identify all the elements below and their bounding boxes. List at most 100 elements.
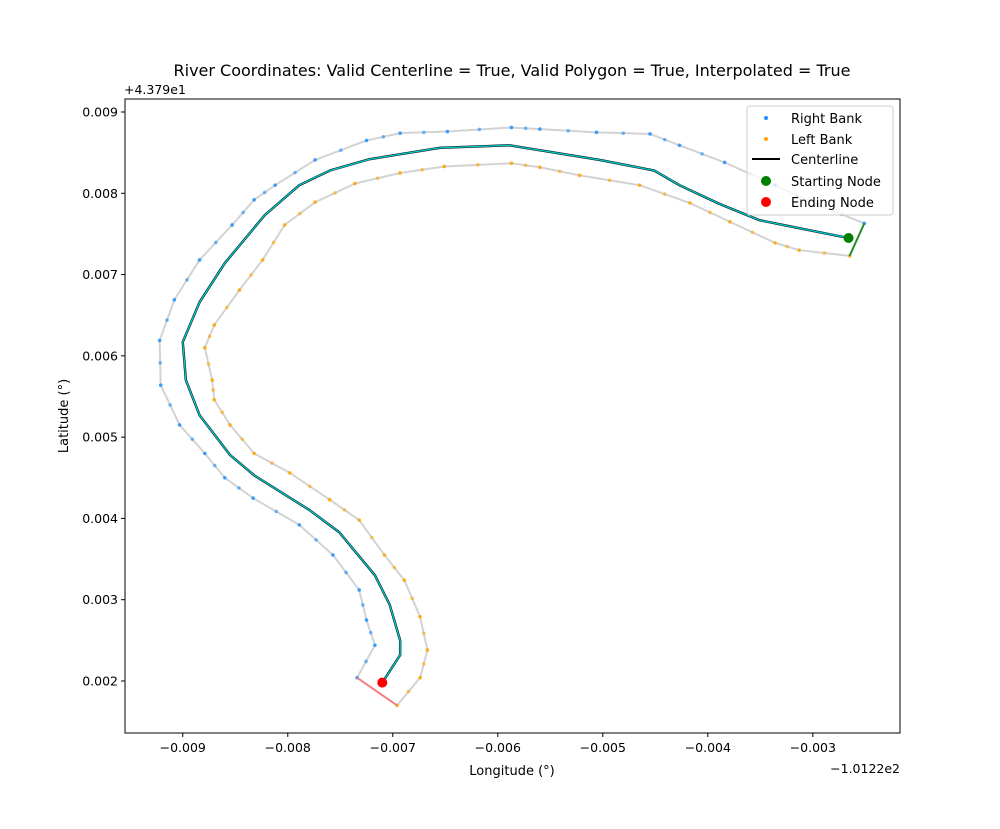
x-axis-label: Longitude (°) [469, 764, 554, 779]
right-bank-point [566, 128, 570, 133]
right-bank-point [165, 318, 169, 322]
y-tick-label: 0.003 [82, 592, 118, 607]
left-bank-point [327, 497, 332, 502]
left-bank-point [410, 596, 415, 601]
legend-box [746, 105, 894, 216]
right-bank-point [364, 618, 369, 622]
left-bank-point [421, 662, 426, 666]
left-bank-point [557, 169, 562, 174]
left-bank-point [476, 163, 480, 167]
centerline [182, 144, 849, 683]
right-bank-point [398, 131, 402, 135]
right-bank-point [230, 223, 234, 227]
left-bank-point [750, 230, 755, 235]
left-bank-point [342, 508, 347, 512]
right-bank-point [157, 338, 162, 343]
legend-label-centerline: Centerline [791, 153, 858, 168]
right-bank-point [364, 138, 369, 143]
right-bank-point [251, 496, 255, 500]
legend-marker-left-bank [764, 137, 768, 141]
left-bank-point [375, 176, 380, 181]
right-bank-point [594, 130, 599, 135]
left-bank-point [418, 614, 422, 619]
left-bank-point [270, 461, 274, 465]
x-offset-label: −1.0122e2 [830, 761, 900, 776]
y-tick-label: 0.005 [82, 430, 118, 445]
right-bank-point [662, 137, 667, 142]
plot-frame [124, 98, 901, 734]
right-bank-point [722, 160, 727, 165]
left-bank-point [240, 437, 244, 441]
right-bank-point [648, 132, 652, 136]
left-bank-point [308, 484, 312, 489]
right-bank-point [222, 475, 227, 480]
left-bank-point [382, 553, 387, 557]
x-tick-label: −0.009 [160, 740, 206, 755]
right-bank-point [313, 158, 317, 162]
left-bank-point [523, 163, 528, 168]
left-bank-point [637, 183, 642, 187]
left-bank-point [822, 251, 827, 255]
right-bank-point [314, 538, 318, 542]
y-tick-label: 0.004 [82, 511, 118, 526]
right-bank-point [621, 131, 626, 135]
y-tick-label: 0.006 [82, 348, 118, 363]
left-bank-point [313, 200, 317, 205]
right-bank-point [538, 127, 542, 131]
y-tick-label: 0.002 [82, 673, 118, 688]
left-bank-point [298, 211, 302, 216]
left-bank-point [207, 334, 212, 339]
legend-label-ending-node: Ending Node [791, 196, 874, 211]
left-bank-point [425, 648, 430, 652]
left-bank-point [785, 244, 789, 249]
start-cross-section [848, 222, 866, 257]
left-bank-point [708, 210, 712, 215]
starting-node [843, 232, 854, 243]
legend-marker-right-bank [764, 116, 768, 120]
y-offset-label: +4.379e1 [124, 82, 186, 97]
right-bank-point [212, 463, 217, 468]
left-bank-point [392, 565, 397, 570]
x-tick-label: −0.005 [580, 740, 626, 755]
x-tick-label: −0.003 [790, 740, 836, 755]
left-bank-point [797, 248, 801, 252]
y-tick-label: 0.007 [82, 267, 118, 282]
left-bank-point [288, 471, 292, 475]
right-bank-point [373, 643, 377, 648]
left-bank-point [282, 223, 287, 227]
chart-title: River Coordinates: Valid Centerline = Tr… [174, 61, 851, 80]
right-bank-point [368, 630, 373, 635]
y-axis-label: Latitude (°) [57, 379, 72, 453]
x-tick-label: −0.007 [370, 740, 416, 755]
left-bank-point [212, 397, 217, 402]
right-bank-point [252, 197, 256, 202]
left-bank-point [271, 240, 276, 245]
right-bank-point [214, 240, 218, 245]
right-bank-point [197, 258, 202, 262]
left-bank-point [418, 675, 422, 680]
right-bank-point [677, 143, 682, 148]
right-bank-point [274, 509, 279, 514]
left-bank-point [211, 388, 216, 392]
left-bank-point [420, 167, 424, 172]
legend-label-left-bank: Left Bank [791, 133, 853, 148]
left-bank-point [210, 378, 214, 383]
left-bank-point [607, 178, 612, 183]
right-bank-point [381, 134, 386, 139]
left-bank-point [688, 201, 692, 205]
right-bank-point [262, 190, 267, 195]
left-bank-point [225, 305, 229, 310]
left-bank-point [398, 171, 402, 175]
y-tick-label: 0.008 [82, 186, 118, 201]
left-bank-point [369, 535, 374, 540]
right-bank-point [203, 451, 207, 456]
left-bank-point [220, 410, 224, 415]
left-bank-point [353, 181, 357, 186]
left-bank-point [577, 173, 582, 178]
right-bank-point [177, 423, 182, 427]
right-bank-point [344, 570, 348, 575]
legend: Right Bank Left Bank Centerline Starting… [746, 105, 894, 216]
left-bank-point [249, 273, 253, 277]
right-bank-point [185, 278, 189, 282]
